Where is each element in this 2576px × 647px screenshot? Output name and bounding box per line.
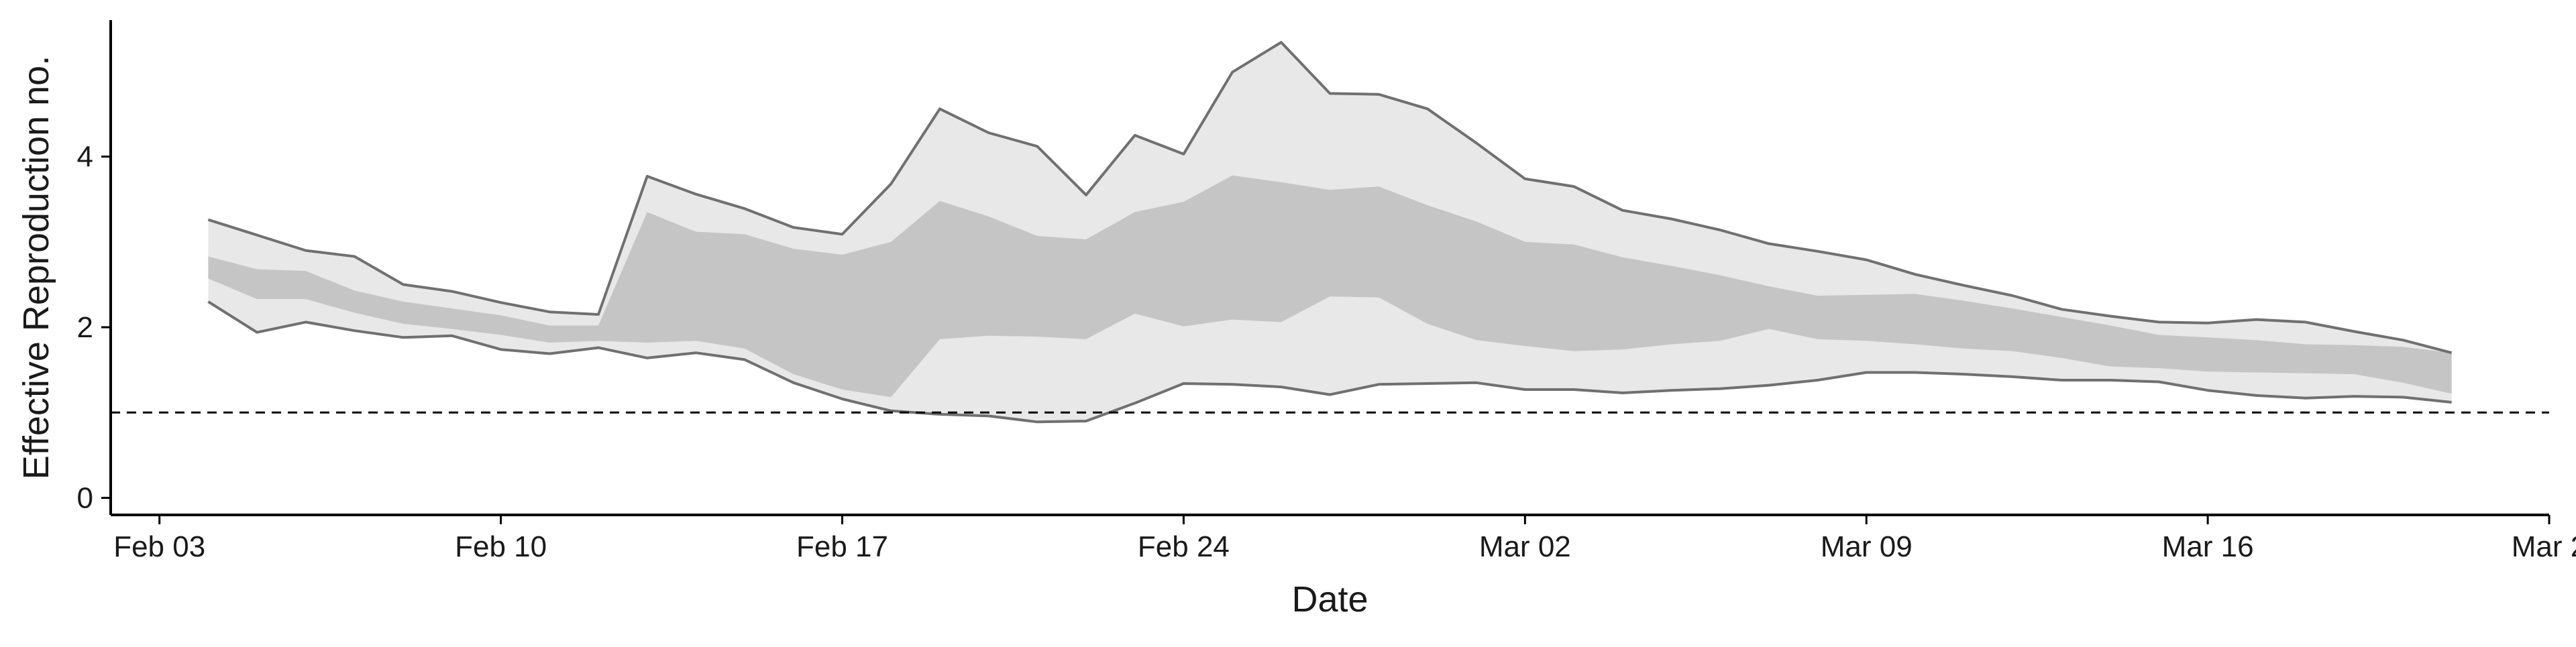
x-tick-label: Mar 09 bbox=[1821, 530, 1913, 563]
y-tick-label: 4 bbox=[77, 141, 93, 174]
upper-bound-line bbox=[207, 41, 2453, 355]
axes-layer bbox=[109, 20, 2549, 516]
x-tick-label: Feb 03 bbox=[113, 530, 205, 563]
band-50-layer bbox=[208, 175, 2452, 398]
x-axis-title: Date bbox=[1291, 579, 1368, 620]
y-tick-label: 2 bbox=[77, 311, 93, 344]
x-tick-label: Mar 16 bbox=[2162, 530, 2254, 563]
ticks-layer: 0 2 4 Feb 03 Feb 10 Feb 17 Feb 24 Mar 02 Mar 09 M… bbox=[77, 141, 2576, 563]
x-tick-label: Mar 02 bbox=[1479, 530, 1571, 563]
band-50 bbox=[208, 175, 2452, 398]
x-tick-label: Feb 10 bbox=[455, 530, 547, 563]
x-tick-label: Feb 17 bbox=[796, 530, 888, 563]
x-tick-label: Mar 2 bbox=[2512, 530, 2576, 563]
x-tick-label: Feb 24 bbox=[1138, 530, 1230, 563]
lower-bound-line bbox=[207, 300, 2452, 424]
bound-lines-layer bbox=[207, 41, 2453, 424]
y-axis-title: Effective Reproduction no. bbox=[16, 56, 56, 479]
y-tick-label: 0 bbox=[77, 482, 93, 515]
